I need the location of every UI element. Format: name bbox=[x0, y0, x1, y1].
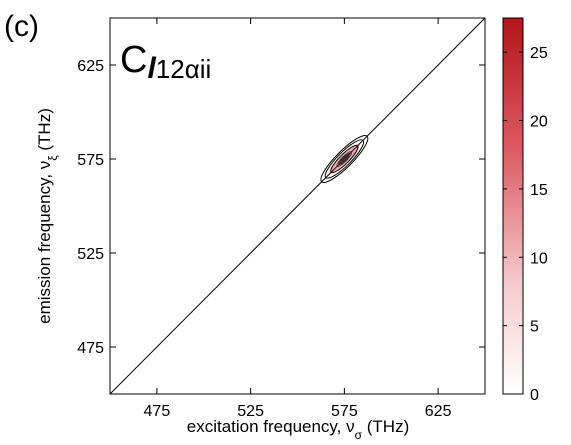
colorbar-tick-label-5: 25 bbox=[530, 45, 548, 62]
panel-label: (c) bbox=[4, 10, 39, 43]
colorbar-tick-label-0: 0 bbox=[530, 387, 539, 404]
x-tick-label-0: 475 bbox=[144, 403, 171, 420]
y-tick-label-1: 525 bbox=[77, 246, 104, 263]
contour-core-0 bbox=[336, 151, 353, 167]
x-tick-label-2: 575 bbox=[331, 403, 358, 420]
annotation-italic: l bbox=[147, 52, 156, 85]
contour-core-1 bbox=[338, 152, 351, 166]
x-axis-label: excitation frequency, νσ (THz) bbox=[187, 417, 410, 442]
colorbar-tick-label-3: 15 bbox=[530, 182, 548, 199]
y-tick-label-0: 475 bbox=[77, 340, 104, 357]
contour-line-0 bbox=[320, 135, 369, 183]
chart-annotation: Cl12αii bbox=[120, 39, 211, 85]
x-tick-label-3: 625 bbox=[425, 403, 452, 420]
colorbar bbox=[502, 17, 524, 395]
contour-core-3 bbox=[341, 155, 348, 163]
colorbar-tick-label-1: 5 bbox=[530, 319, 539, 336]
colorbar-tick-label-4: 20 bbox=[530, 114, 548, 131]
annotation-base: C bbox=[120, 39, 147, 81]
contour-line-2 bbox=[330, 144, 359, 174]
annotation-subscript: 12αii bbox=[156, 54, 212, 84]
y-tick-label-2: 575 bbox=[77, 152, 104, 169]
y-axis-label: emission frequency, νξ (THz) bbox=[35, 108, 60, 324]
diagonal-line bbox=[110, 18, 485, 394]
y-tick-label-3: 625 bbox=[77, 58, 104, 75]
plot-frame bbox=[109, 17, 486, 395]
colorbar-tick-label-2: 10 bbox=[530, 250, 548, 267]
contour-line-1 bbox=[324, 139, 365, 179]
x-tick-label-1: 525 bbox=[237, 403, 264, 420]
contour-core-2 bbox=[339, 154, 350, 164]
peak-fill bbox=[329, 144, 360, 174]
